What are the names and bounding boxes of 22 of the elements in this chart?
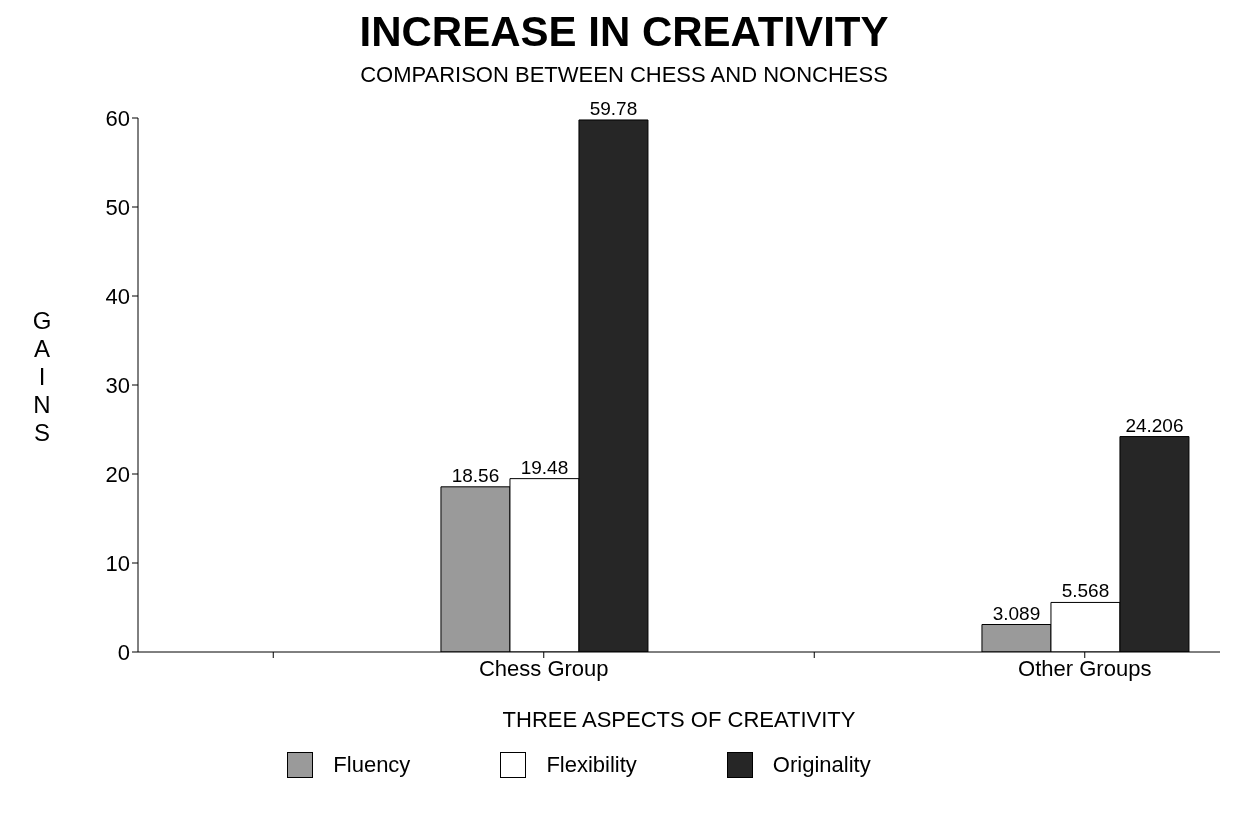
y-tick-label: 0 [117,639,130,665]
y-tick-label: 30 [105,372,130,398]
y-axis-title: GAINS [32,307,52,446]
y-tick-label: 10 [105,550,130,576]
chart-title: INCREASE IN CREATIVITY [358,8,890,56]
x-tick-label: Other Groups [1018,655,1152,681]
y-tick-label: 40 [105,283,130,309]
chart-subtitle: COMPARISON BETWEEN CHESS AND NONCHESS [359,62,889,88]
x-tick-label: Chess Group [478,655,609,681]
legend-label: Fluency [333,752,411,778]
data-label: 5.568 [1061,580,1110,602]
data-label: 59.78 [589,97,638,119]
y-tick-label: 60 [105,105,130,131]
y-tick-label: 50 [105,194,130,220]
y-tick-label: 20 [105,461,130,487]
legend-label: Flexibility [546,752,637,778]
legend-label: Originality [772,752,871,778]
x-axis-title: THREE ASPECTS OF CREATIVITY [502,707,856,732]
data-label: 3.089 [992,602,1041,624]
data-label: 24.206 [1125,414,1184,436]
data-label: 18.56 [451,464,500,486]
data-label: 19.48 [520,456,569,478]
